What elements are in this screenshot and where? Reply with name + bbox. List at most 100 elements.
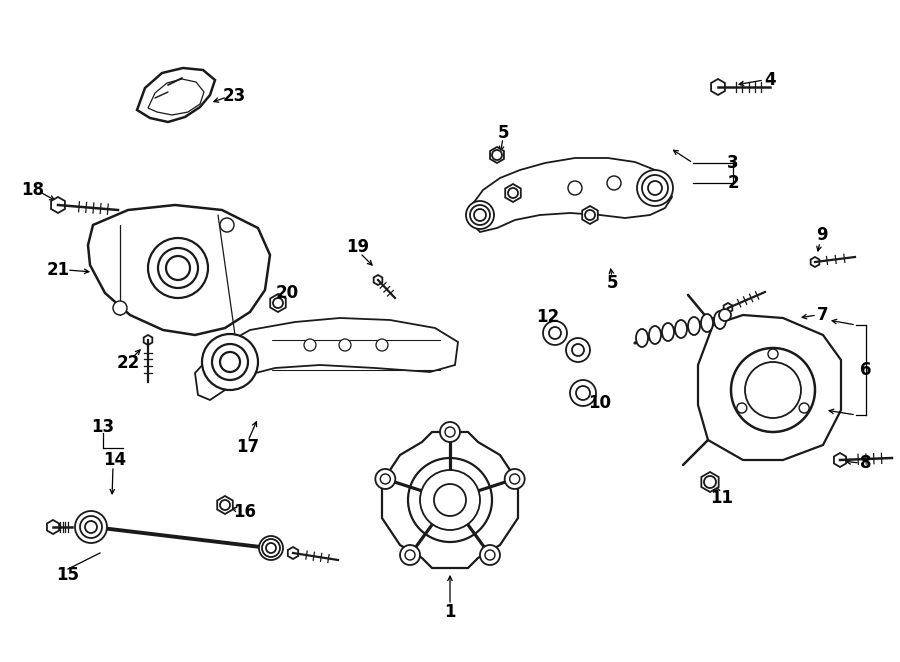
Circle shape: [202, 334, 258, 390]
Circle shape: [799, 403, 809, 413]
Text: 12: 12: [536, 308, 560, 326]
Circle shape: [158, 248, 198, 288]
Circle shape: [376, 339, 388, 351]
Circle shape: [440, 422, 460, 442]
Circle shape: [405, 550, 415, 560]
Circle shape: [549, 327, 561, 339]
Circle shape: [304, 339, 316, 351]
Text: 21: 21: [47, 261, 69, 279]
Circle shape: [719, 309, 731, 321]
Text: 13: 13: [92, 418, 114, 436]
Circle shape: [585, 210, 595, 220]
Circle shape: [166, 256, 190, 280]
Text: 15: 15: [57, 566, 79, 584]
Text: 19: 19: [346, 238, 370, 256]
Text: 7: 7: [817, 306, 829, 324]
Circle shape: [568, 181, 582, 195]
Circle shape: [113, 301, 127, 315]
Text: 9: 9: [816, 226, 828, 244]
Text: 3: 3: [727, 154, 739, 172]
Circle shape: [375, 469, 395, 489]
Circle shape: [607, 176, 621, 190]
Circle shape: [148, 238, 208, 298]
Polygon shape: [711, 79, 724, 95]
Circle shape: [85, 521, 97, 533]
Ellipse shape: [662, 323, 674, 341]
Circle shape: [266, 543, 276, 553]
Circle shape: [543, 321, 567, 345]
Circle shape: [445, 427, 455, 437]
Circle shape: [262, 539, 280, 557]
Circle shape: [480, 545, 500, 565]
Text: 18: 18: [22, 181, 44, 199]
Circle shape: [408, 458, 492, 542]
Polygon shape: [724, 303, 733, 313]
Polygon shape: [144, 335, 152, 345]
Polygon shape: [195, 318, 458, 400]
Ellipse shape: [636, 329, 648, 347]
Circle shape: [400, 545, 420, 565]
Circle shape: [642, 175, 668, 201]
Text: 4: 4: [764, 71, 776, 89]
Text: 17: 17: [237, 438, 259, 456]
Text: 10: 10: [589, 394, 611, 412]
Circle shape: [420, 470, 480, 530]
Ellipse shape: [649, 326, 661, 344]
Polygon shape: [698, 315, 841, 460]
Text: 14: 14: [104, 451, 127, 469]
Text: 5: 5: [498, 124, 508, 142]
Circle shape: [466, 201, 494, 229]
Circle shape: [470, 205, 490, 225]
Circle shape: [508, 188, 518, 198]
Text: 22: 22: [116, 354, 140, 372]
Polygon shape: [51, 197, 65, 213]
Polygon shape: [491, 147, 504, 163]
Circle shape: [768, 349, 778, 359]
Circle shape: [339, 339, 351, 351]
Text: 5: 5: [607, 274, 617, 292]
Polygon shape: [288, 547, 298, 559]
Text: 11: 11: [710, 489, 734, 507]
Polygon shape: [701, 472, 719, 492]
Polygon shape: [47, 520, 59, 534]
Polygon shape: [217, 496, 233, 514]
Text: 8: 8: [860, 454, 872, 472]
Circle shape: [737, 403, 747, 413]
Circle shape: [731, 348, 815, 432]
Circle shape: [212, 344, 248, 380]
Polygon shape: [382, 432, 518, 568]
Text: 6: 6: [860, 361, 872, 379]
Circle shape: [80, 516, 102, 538]
Circle shape: [220, 218, 234, 232]
Circle shape: [492, 150, 502, 160]
Polygon shape: [505, 184, 521, 202]
Polygon shape: [137, 68, 215, 122]
Text: 20: 20: [275, 284, 299, 302]
Circle shape: [745, 362, 801, 418]
Circle shape: [637, 170, 673, 206]
Circle shape: [220, 500, 230, 510]
Circle shape: [75, 511, 107, 543]
Circle shape: [220, 352, 240, 372]
Polygon shape: [834, 453, 846, 467]
Text: 16: 16: [233, 503, 256, 521]
Circle shape: [572, 344, 584, 356]
Circle shape: [273, 298, 283, 308]
Circle shape: [566, 338, 590, 362]
Ellipse shape: [688, 317, 700, 335]
Ellipse shape: [701, 314, 713, 332]
Circle shape: [485, 550, 495, 560]
Circle shape: [474, 209, 486, 221]
Circle shape: [570, 380, 596, 406]
Polygon shape: [270, 294, 286, 312]
Ellipse shape: [714, 311, 726, 329]
Polygon shape: [88, 205, 270, 335]
Circle shape: [259, 536, 283, 560]
Circle shape: [704, 476, 716, 488]
Text: 2: 2: [727, 174, 739, 192]
Circle shape: [576, 386, 590, 400]
Ellipse shape: [675, 320, 687, 338]
Polygon shape: [811, 257, 819, 267]
Polygon shape: [374, 275, 382, 285]
Polygon shape: [582, 206, 598, 224]
